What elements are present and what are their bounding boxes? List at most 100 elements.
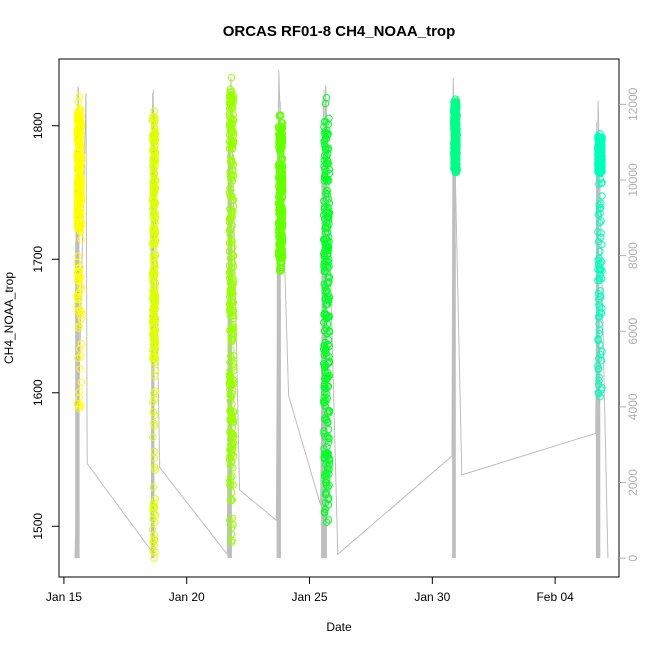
y-tick-label: 1800	[31, 112, 45, 139]
data-point	[74, 98, 82, 106]
y2-tick-label: 12000	[626, 87, 640, 121]
data-point	[323, 190, 331, 198]
data-point	[596, 350, 605, 359]
data-point	[227, 538, 236, 546]
points-layer	[73, 74, 606, 562]
data-point	[277, 267, 285, 275]
series-rf03	[225, 74, 238, 546]
data-point	[74, 192, 83, 201]
data-point	[276, 234, 284, 243]
data-point	[149, 266, 157, 274]
data-point	[324, 250, 332, 258]
y-tick-label: 1700	[31, 246, 45, 273]
data-point	[151, 305, 160, 313]
data-point	[228, 390, 236, 398]
data-point	[325, 434, 333, 442]
data-point	[322, 240, 330, 249]
data-point	[150, 530, 158, 539]
data-point	[228, 102, 236, 111]
data-point	[594, 228, 602, 236]
series-rf02	[148, 107, 160, 562]
data-point	[229, 111, 238, 119]
data-point	[77, 235, 85, 243]
data-point	[149, 114, 157, 123]
data-point	[596, 130, 604, 138]
data-point	[598, 383, 606, 392]
data-point	[228, 123, 236, 131]
data-point	[594, 260, 603, 268]
data-point	[595, 295, 603, 303]
data-point	[227, 352, 235, 360]
data-point	[149, 177, 157, 186]
data-point	[320, 318, 328, 327]
x-axis-label: Date	[326, 620, 352, 634]
data-point	[323, 126, 331, 135]
data-point	[276, 174, 284, 182]
data-point	[149, 205, 157, 213]
data-point	[321, 402, 329, 410]
data-point	[150, 324, 158, 333]
axes-layer: Jan 15 Jan 20 Jan 25 Jan 30 Feb 04 1500 1600 17…	[31, 58, 640, 604]
data-point	[227, 235, 235, 243]
data-point	[325, 293, 334, 301]
data-point	[226, 516, 234, 524]
data-point	[324, 131, 332, 139]
data-point	[595, 219, 604, 227]
data-point	[597, 143, 606, 151]
data-point	[226, 152, 235, 161]
data-point	[228, 273, 236, 281]
data-point	[229, 430, 237, 439]
data-point	[150, 535, 159, 543]
altitude-profile-rf04	[276, 101, 281, 559]
data-point	[227, 74, 236, 82]
data-point	[150, 298, 158, 306]
data-point	[151, 177, 160, 186]
data-point	[325, 481, 333, 489]
data-point	[149, 433, 157, 441]
series-rf04	[274, 111, 287, 275]
data-point	[325, 327, 334, 335]
data-point	[323, 432, 332, 440]
data-point	[323, 157, 332, 165]
data-point	[229, 290, 237, 298]
series-rf01	[73, 92, 86, 413]
data-point	[150, 333, 158, 341]
data-point	[321, 223, 330, 231]
data-point	[73, 293, 82, 301]
data-point	[226, 88, 234, 96]
data-point	[325, 425, 333, 434]
data-point	[149, 323, 157, 332]
data-point	[452, 149, 460, 158]
data-point	[151, 366, 159, 374]
y2-tick-label: 8000	[626, 242, 640, 269]
data-point	[594, 168, 602, 176]
data-point	[76, 365, 84, 373]
data-point	[325, 278, 333, 286]
series-rf07	[594, 130, 606, 401]
data-point	[598, 192, 606, 200]
data-point	[278, 137, 286, 146]
data-point	[148, 526, 157, 534]
data-point	[74, 175, 83, 183]
data-point	[226, 231, 235, 239]
data-point	[150, 358, 159, 367]
data-point	[150, 340, 159, 348]
data-point	[227, 481, 235, 489]
data-point	[597, 309, 606, 317]
data-point	[150, 262, 158, 271]
data-point	[277, 238, 285, 246]
data-point	[320, 450, 329, 458]
data-point	[320, 455, 329, 463]
data-point	[320, 351, 328, 359]
data-point	[227, 192, 235, 201]
y-tick-label: 1500	[31, 513, 45, 540]
data-point	[149, 288, 157, 296]
data-point	[77, 131, 86, 139]
data-point	[77, 210, 85, 218]
data-point	[321, 283, 329, 291]
data-point	[76, 273, 85, 281]
data-point	[150, 389, 158, 398]
data-point	[76, 312, 85, 320]
data-point	[229, 452, 238, 460]
data-point	[594, 365, 603, 374]
